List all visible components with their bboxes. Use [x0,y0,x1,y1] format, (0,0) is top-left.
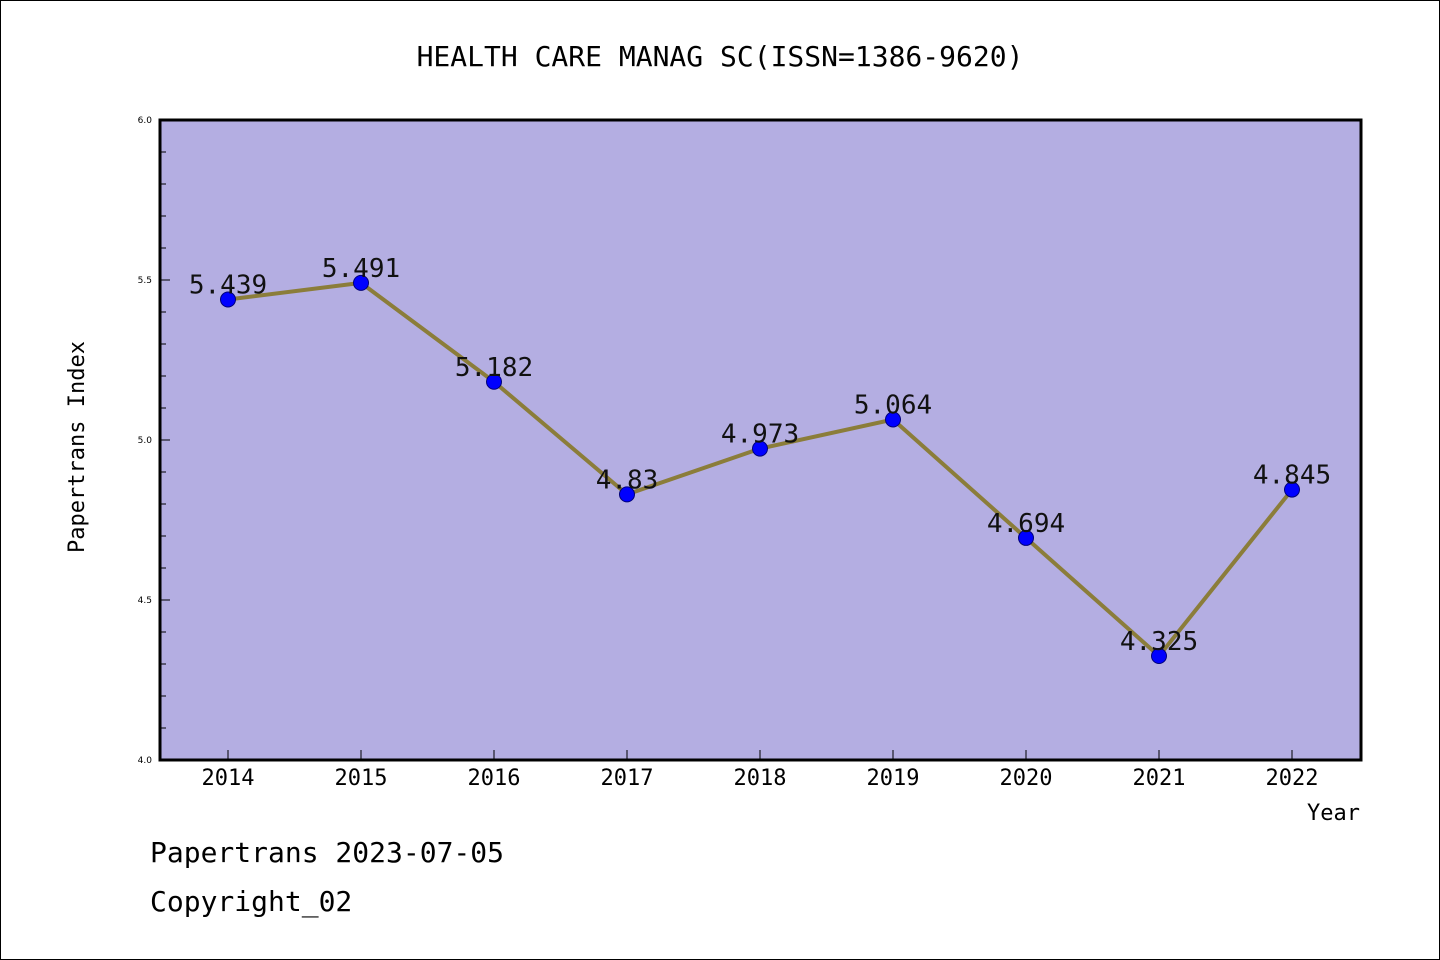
data-point [885,411,901,428]
y-axis: 4.0 4.5 5.0 5.5 6.0 [138,116,170,766]
series-line-group [220,274,1300,664]
x-axis-label: Year [1307,801,1360,826]
data-label: 4.973 [721,420,799,450]
footer-copyright: Copyright_02 [150,885,353,918]
y-tick-label: 5.5 [138,276,152,286]
y-axis-label: Papertrans Index [65,341,90,553]
x-tick-label: 2016 [468,766,521,791]
data-label: 4.694 [987,509,1065,539]
data-point [486,373,502,390]
data-labels: 5.439 5.491 5.182 4.83 4.973 5.064 4.694 4.325 4… [189,254,1331,657]
y-tick-label: 6.0 [138,116,153,126]
x-tick-label: 2022 [1266,766,1319,791]
data-point [220,291,236,308]
data-point [1284,481,1300,498]
data-label: 4.83 [596,465,659,495]
data-label: 5.491 [322,254,400,284]
x-tick-label: 2019 [867,766,920,791]
data-point [1151,648,1167,664]
x-tick-label: 2021 [1133,766,1186,791]
data-point [619,486,635,503]
data-label: 5.439 [189,271,267,301]
y-tick-label: 4.5 [138,596,152,606]
data-point [752,440,768,457]
y-tick-label: 5.0 [138,436,153,446]
data-point [1018,529,1034,546]
data-label: 4.325 [1120,627,1198,657]
x-tick-label: 2017 [601,766,654,791]
data-point [353,274,369,291]
footer-source: Papertrans 2023-07-05 [150,836,505,869]
data-label: 5.182 [455,353,533,383]
data-label: 5.064 [854,391,932,421]
x-tick-label: 2015 [335,766,388,791]
y-tick-label: 4.0 [138,756,153,766]
x-axis: 2014 2015 2016 2017 2018 2019 2020 2021 2022 [202,750,1319,791]
chart-title: HEALTH CARE MANAG SC(ISSN=1386-9620) [417,40,1024,73]
data-label: 4.845 [1253,461,1331,491]
x-tick-label: 2014 [202,766,255,791]
x-tick-label: 2020 [1000,766,1053,791]
x-tick-label: 2018 [734,766,787,791]
